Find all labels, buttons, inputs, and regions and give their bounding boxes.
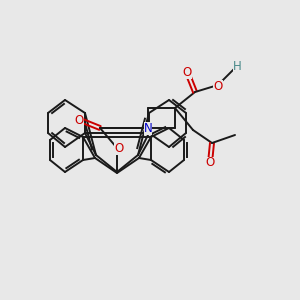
- Text: O: O: [206, 157, 214, 169]
- Text: O: O: [114, 142, 124, 154]
- Text: N: N: [144, 122, 152, 134]
- Text: O: O: [182, 65, 192, 79]
- Text: O: O: [213, 80, 223, 92]
- Text: O: O: [74, 113, 84, 127]
- Text: H: H: [232, 61, 242, 74]
